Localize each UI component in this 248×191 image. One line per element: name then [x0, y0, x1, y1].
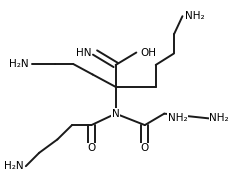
Text: H₂N: H₂N	[4, 161, 23, 171]
Text: O: O	[87, 143, 95, 153]
Text: NH₂: NH₂	[209, 113, 229, 123]
Text: H₂N: H₂N	[9, 59, 28, 69]
Text: OH: OH	[140, 48, 156, 57]
Text: O: O	[141, 143, 149, 153]
Text: NH₂: NH₂	[168, 113, 187, 123]
Text: NH₂: NH₂	[185, 11, 205, 21]
Text: N: N	[112, 109, 120, 119]
Text: HN: HN	[76, 48, 92, 57]
